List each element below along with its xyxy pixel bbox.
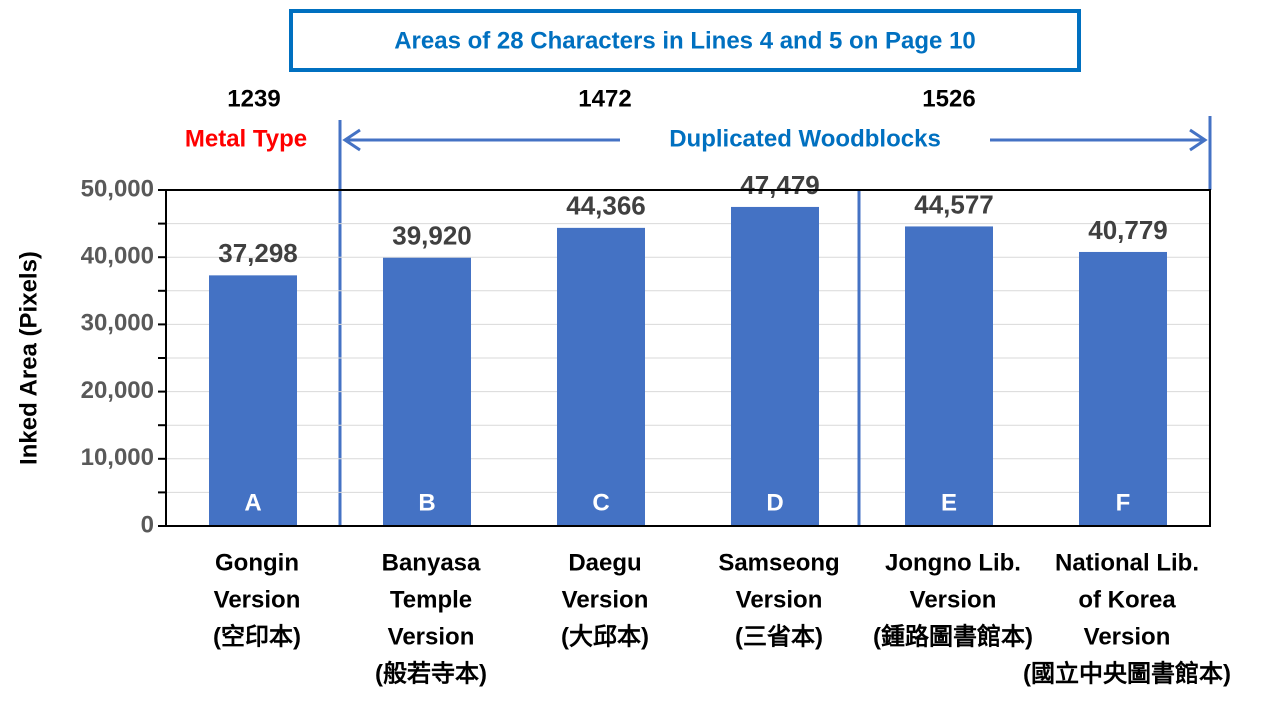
- x-tick-label: Version: [910, 586, 997, 613]
- value-label: 39,920: [392, 221, 472, 251]
- bar-letter: A: [244, 489, 261, 516]
- year-label: 1239: [227, 85, 280, 112]
- value-label: 44,366: [566, 191, 646, 221]
- bar: [557, 227, 645, 526]
- x-tick-label: Version: [736, 586, 823, 613]
- y-tick-label: 0: [141, 511, 154, 538]
- x-tick-label: (空印本): [213, 622, 301, 650]
- x-tick-label: Version: [1084, 623, 1171, 650]
- woodblocks-label: Duplicated Woodblocks: [669, 125, 941, 152]
- bar-letter: D: [766, 489, 783, 516]
- y-tick-label: 50,000: [81, 175, 154, 202]
- bar-letter: C: [592, 489, 609, 516]
- x-tick-label: (國立中央圖書館本): [1023, 659, 1231, 687]
- x-tick-label: National Lib.: [1055, 549, 1199, 576]
- bar: [1079, 251, 1167, 526]
- y-axis-title: Inked Area (Pixels): [15, 251, 42, 465]
- year-label: 1472: [578, 85, 631, 112]
- x-tick-label: Daegu: [568, 549, 641, 576]
- label-background: [620, 124, 990, 156]
- y-tick-label: 10,000: [81, 444, 154, 471]
- bar: [209, 275, 297, 526]
- value-label: 37,298: [218, 238, 298, 268]
- x-tick-label: Samseong: [718, 549, 839, 576]
- x-tick-label: (大邱本): [561, 623, 649, 650]
- title-box: [289, 9, 1081, 72]
- x-tick-label: of Korea: [1078, 586, 1176, 613]
- value-label: 47,479: [740, 170, 820, 200]
- metal-type-label: Metal Type: [185, 125, 307, 152]
- x-tick-label: (三省本): [735, 623, 823, 650]
- x-tick-label: Temple: [390, 586, 472, 613]
- year-label: 1526: [922, 85, 975, 112]
- x-tick-label: Version: [562, 586, 649, 613]
- bar-letter: B: [418, 489, 435, 516]
- x-tick-label: Banyasa: [382, 549, 481, 576]
- x-tick-label: Jongno Lib.: [885, 549, 1021, 576]
- chart-title: Areas of 28 Characters in Lines 4 and 5 …: [394, 27, 976, 54]
- plot-border: [165, 189, 1211, 527]
- x-tick-label: (鍾路圖書館本): [873, 622, 1033, 650]
- value-label: 44,577: [914, 189, 994, 219]
- plot-area: 0 10,000 20,000 30,000 40,000 50,000 37,298 A Go…: [81, 170, 1231, 688]
- bar: [905, 226, 993, 526]
- bar: [383, 257, 471, 526]
- bar-letter: E: [941, 489, 957, 516]
- y-tick-label: 20,000: [81, 377, 154, 404]
- y-tick-label: 40,000: [81, 243, 154, 270]
- y-tick-label: 30,000: [81, 310, 154, 337]
- x-tick-label: Version: [388, 623, 475, 650]
- value-label: 40,779: [1088, 215, 1168, 245]
- x-tick-label: Gongin: [215, 549, 299, 576]
- bar: [731, 206, 819, 527]
- x-tick-label: Version: [214, 586, 301, 613]
- bar-letter: F: [1116, 489, 1131, 516]
- x-tick-label: (般若寺本): [375, 659, 487, 687]
